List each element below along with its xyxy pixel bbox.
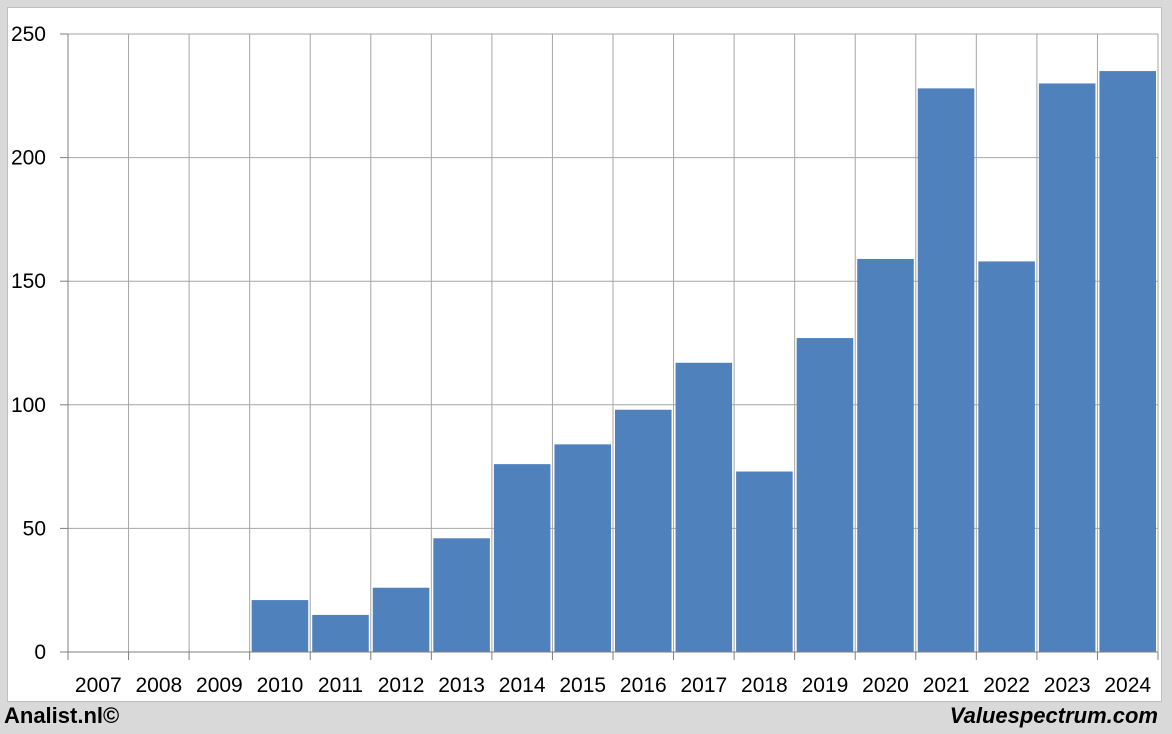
bar-2010: [251, 600, 309, 652]
x-tick-label: 2023: [1044, 674, 1091, 697]
bar-2013: [433, 538, 490, 652]
x-tick-label: 2017: [680, 674, 727, 697]
bar-2020: [857, 258, 914, 652]
bars: [251, 71, 1156, 652]
footer-right-brand: Valuespectrum.com: [949, 703, 1158, 728]
y-tick-label: 200: [11, 147, 46, 170]
bar-2017: [675, 362, 733, 652]
tick-labels: 0 50 100 150 200 250 2007 2008 2009 2010 2011 2012 2…: [11, 23, 1151, 697]
x-tick-label: 2010: [257, 674, 304, 697]
bar-2012: [372, 587, 430, 652]
x-tick-label: 2008: [135, 674, 182, 697]
bar-2016: [615, 409, 672, 652]
x-tick-label: 2019: [802, 674, 849, 697]
bar-2015: [554, 444, 611, 652]
x-tick-label: 2009: [196, 674, 243, 697]
y-tick-label: 250: [11, 23, 46, 46]
y-tick-label: 100: [11, 394, 46, 417]
x-tick-label: 2021: [923, 674, 970, 697]
y-tick-label: 50: [23, 517, 46, 540]
bar-2022: [978, 261, 1035, 652]
x-tick-label: 2016: [620, 674, 667, 697]
x-tick-label: 2014: [499, 674, 546, 697]
bar-2023: [1038, 83, 1096, 652]
bar-2021: [917, 88, 975, 652]
y-tick-label: 0: [34, 641, 46, 664]
y-tick-label: 150: [11, 270, 46, 293]
x-tick-label: 2020: [862, 674, 909, 697]
axes: [60, 33, 1159, 660]
x-tick-label: 2011: [318, 674, 363, 697]
x-tick-label: 2022: [983, 674, 1030, 697]
bar-2014: [493, 464, 551, 652]
x-tick-label: 2024: [1104, 674, 1151, 697]
bar-2011: [312, 614, 369, 652]
x-tick-label: 2012: [378, 674, 425, 697]
footer-left-brand: Analist.nl©: [4, 703, 120, 728]
x-tick-label: 2015: [559, 674, 606, 697]
bar-2018: [736, 471, 793, 652]
bar-2019: [796, 338, 854, 652]
bar-2024: [1099, 71, 1156, 652]
x-tick-label: 2013: [438, 674, 485, 697]
x-tick-label: 2007: [75, 674, 122, 697]
x-tick-label: 2018: [741, 674, 788, 697]
